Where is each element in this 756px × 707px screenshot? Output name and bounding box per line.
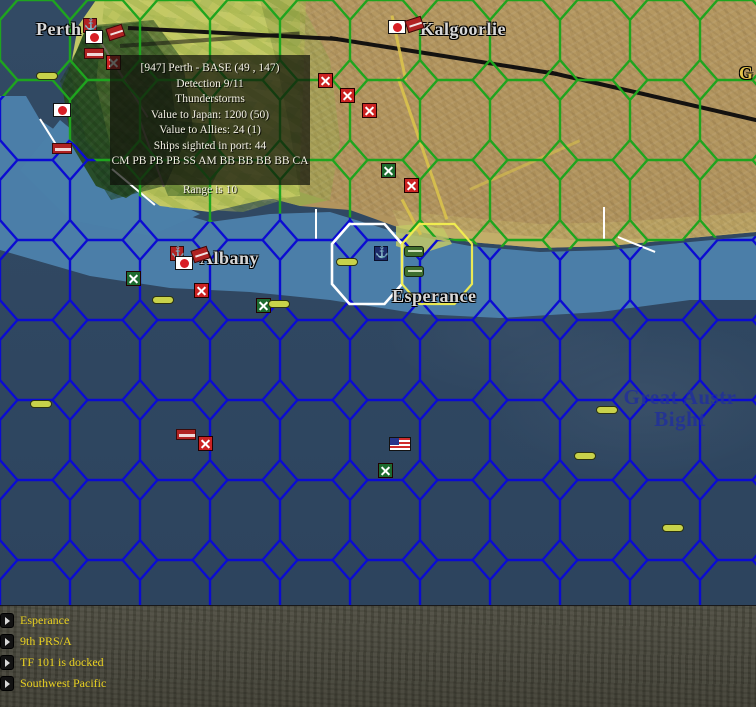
japanese-base-marker[interactable] [85, 30, 103, 44]
map-view[interactable]: Perth Kalgoorlie Albany Esperance G Grea… [0, 0, 756, 605]
map-label-great-australian-bight: Great Austr Bight [610, 386, 750, 430]
base-name-label: Esperance [20, 613, 70, 627]
allied-armor-marker[interactable] [404, 246, 424, 257]
tooltip-ship-types: CM PB PB PB SS AM BB BB BB BB CA [111, 155, 309, 168]
panel-row-air-unit[interactable]: 9th PRS/A [0, 631, 130, 652]
tooltip-ships-sighted: Ships sighted in port: 44 [153, 139, 267, 152]
japanese-ground-unit-marker[interactable] [404, 178, 419, 193]
expand-command-arrow-icon[interactable] [0, 676, 14, 691]
allied-base-flag[interactable] [389, 437, 411, 451]
bottom-info-panel: Esperance 9th PRS/A TF 101 is docked Sou… [0, 605, 756, 707]
port-anchor-icon[interactable]: ⚓ [374, 246, 389, 261]
panel-row-command[interactable]: Southwest Pacific [0, 673, 130, 694]
japanese-ground-unit-marker[interactable] [362, 103, 377, 118]
bight-line-1: Great Austr [623, 385, 737, 409]
command-label: Southwest Pacific [20, 676, 107, 690]
expand-air-unit-arrow-icon[interactable] [0, 634, 14, 649]
panel-left-stack: Esperance 9th PRS/A TF 101 is docked Sou… [0, 610, 130, 694]
japanese-base-marker[interactable] [175, 256, 193, 270]
tooltip-title: [947] Perth - BASE (49 , 147) [140, 62, 280, 74]
task-force-label: TF 101 is docked [20, 655, 104, 669]
tooltip-weather: Thunderstorms [175, 93, 245, 106]
japanese-ground-unit-marker[interactable] [318, 73, 333, 88]
japanese-naval-unit-marker[interactable] [52, 143, 72, 154]
coastline [315, 209, 317, 239]
japanese-naval-unit-marker[interactable] [176, 429, 196, 440]
allied-ground-unit-marker[interactable] [381, 163, 396, 178]
coastline [603, 207, 605, 239]
map-label-kalgoorlie[interactable]: Kalgoorlie [420, 19, 506, 39]
bight-line-2: Bight [654, 407, 706, 432]
japanese-base-marker[interactable] [53, 103, 71, 117]
sea-contact-marker[interactable] [596, 406, 618, 414]
expand-task-force-arrow-icon[interactable] [0, 655, 14, 670]
panel-row-task-force[interactable]: TF 101 is docked [0, 652, 130, 673]
sea-contact-marker[interactable] [574, 452, 596, 460]
japanese-ground-unit-marker[interactable] [340, 88, 355, 103]
tooltip-value-japan: Value to Japan: 1200 (50) [150, 108, 270, 121]
tooltip-detection: Detection 9/11 [176, 77, 244, 90]
expand-base-arrow-icon[interactable] [0, 613, 14, 628]
sea-contact-marker[interactable] [268, 300, 290, 308]
allied-ground-unit-marker[interactable] [126, 271, 141, 286]
sea-contact-marker[interactable] [152, 296, 174, 304]
map-label-offscreen-city[interactable]: G [739, 63, 754, 83]
panel-row-base-name[interactable]: Esperance [0, 610, 130, 631]
allied-ground-unit-marker[interactable] [378, 463, 393, 478]
desert-texture [300, 0, 756, 240]
japanese-naval-unit-marker[interactable] [84, 48, 104, 59]
sea-contact-marker[interactable] [36, 72, 58, 80]
japanese-base-marker[interactable] [388, 20, 406, 34]
air-unit-label: 9th PRS/A [20, 634, 72, 648]
allied-armor-marker[interactable] [404, 266, 424, 277]
tooltip-value-allies: Value to Allies: 24 (1) [159, 124, 261, 137]
tooltip-range: Range is 10 [182, 183, 238, 196]
map-label-perth[interactable]: Perth [36, 19, 82, 39]
japanese-ground-unit-marker[interactable] [198, 436, 213, 451]
map-label-esperance[interactable]: Esperance [392, 286, 477, 306]
sea-contact-marker[interactable] [336, 258, 358, 266]
sea-contact-marker[interactable] [30, 400, 52, 408]
sea-contact-marker[interactable] [662, 524, 684, 532]
base-info-tooltip: [947] Perth - BASE (49 , 147) Detection … [110, 55, 310, 196]
japanese-ground-unit-marker[interactable] [194, 283, 209, 298]
map-label-albany[interactable]: Albany [200, 248, 260, 268]
